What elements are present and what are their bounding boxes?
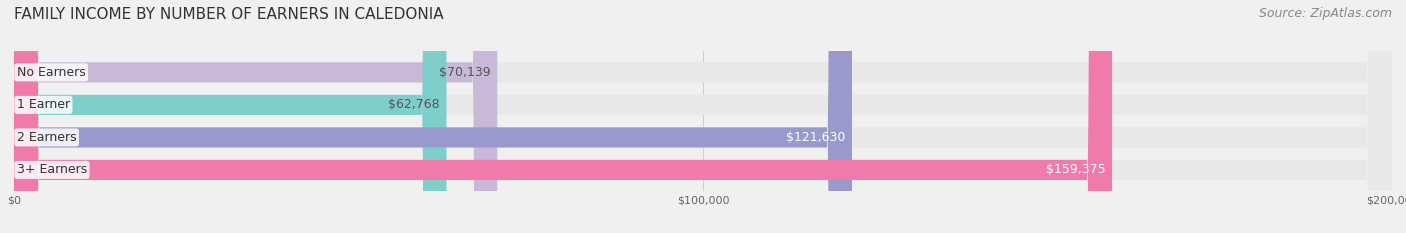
Text: $159,375: $159,375 (1046, 163, 1105, 176)
Text: 3+ Earners: 3+ Earners (17, 163, 87, 176)
Text: Source: ZipAtlas.com: Source: ZipAtlas.com (1258, 7, 1392, 20)
Text: $62,768: $62,768 (388, 98, 440, 111)
FancyBboxPatch shape (14, 0, 1392, 233)
FancyBboxPatch shape (14, 0, 1112, 233)
Text: $121,630: $121,630 (786, 131, 845, 144)
Text: $70,139: $70,139 (439, 66, 491, 79)
FancyBboxPatch shape (14, 0, 1392, 233)
Text: FAMILY INCOME BY NUMBER OF EARNERS IN CALEDONIA: FAMILY INCOME BY NUMBER OF EARNERS IN CA… (14, 7, 444, 22)
FancyBboxPatch shape (14, 0, 447, 233)
FancyBboxPatch shape (14, 0, 498, 233)
Text: No Earners: No Earners (17, 66, 86, 79)
FancyBboxPatch shape (14, 0, 1392, 233)
FancyBboxPatch shape (14, 0, 852, 233)
Text: 1 Earner: 1 Earner (17, 98, 70, 111)
Text: 2 Earners: 2 Earners (17, 131, 76, 144)
FancyBboxPatch shape (14, 0, 1392, 233)
